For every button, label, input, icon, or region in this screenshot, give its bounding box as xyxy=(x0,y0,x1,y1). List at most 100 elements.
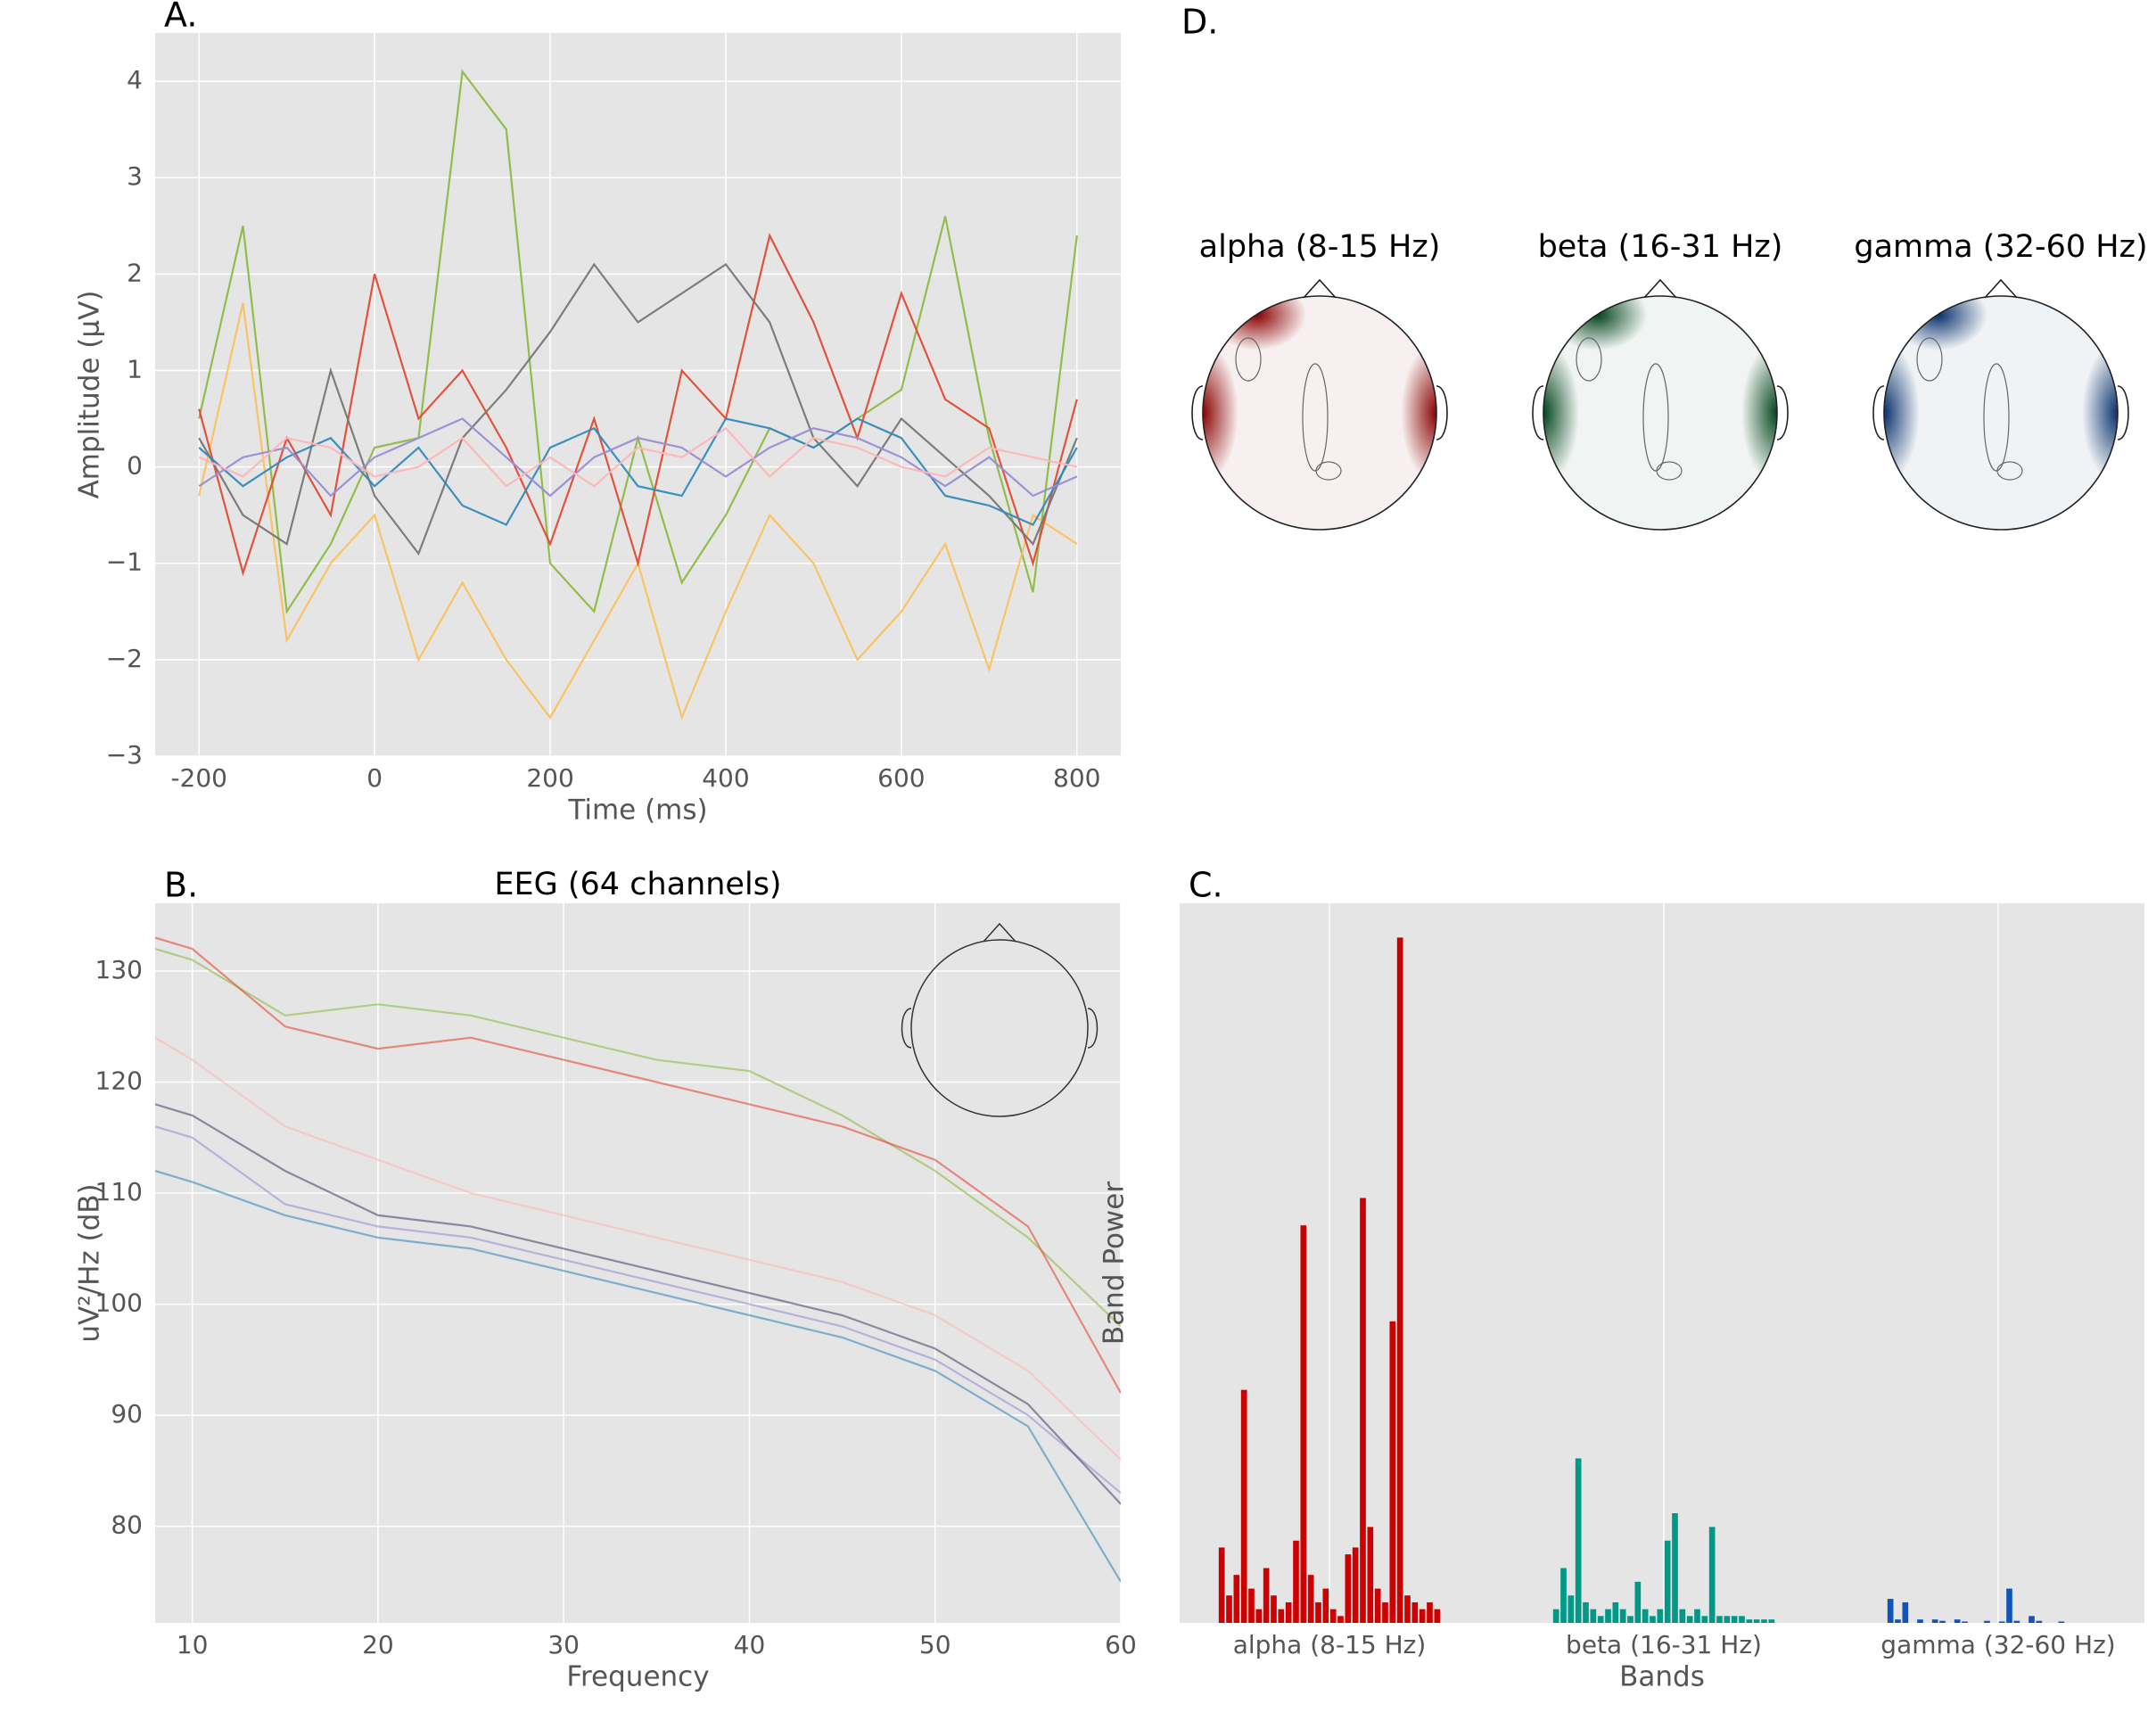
series-line xyxy=(155,948,1121,1328)
hot-spot xyxy=(1543,342,1579,484)
panel-label: A. xyxy=(164,0,197,35)
y-axis-label: Band Power xyxy=(1099,1181,1131,1345)
y-axis-label: Amplitude (μV) xyxy=(74,291,106,499)
bar xyxy=(1285,1601,1292,1623)
x-tick-label: beta (16-31 Hz) xyxy=(1566,1630,1762,1659)
bar xyxy=(1917,1619,1923,1623)
contour xyxy=(1642,363,1669,472)
hot-spot xyxy=(1203,342,1238,484)
y-tick-label: 4 xyxy=(127,65,143,95)
bar xyxy=(1708,1527,1716,1623)
bar xyxy=(1248,1588,1255,1623)
x-tick-label: 60 xyxy=(1105,1630,1137,1659)
hot-spot xyxy=(1741,342,1777,484)
y-tick-label: −1 xyxy=(106,548,143,577)
bar xyxy=(1233,1575,1240,1623)
x-axis-label: Time (ms) xyxy=(567,795,707,827)
bar xyxy=(1895,1619,1901,1623)
panel-label: B. xyxy=(164,866,198,905)
bar xyxy=(1954,1619,1961,1623)
bar xyxy=(1746,1619,1753,1623)
bar xyxy=(2013,1620,2020,1623)
bar xyxy=(1263,1568,1270,1623)
bar xyxy=(1329,1609,1337,1623)
contour xyxy=(1656,461,1683,481)
ear xyxy=(1532,385,1544,440)
bar xyxy=(1271,1595,1277,1623)
bar xyxy=(1575,1458,1582,1623)
contour xyxy=(1916,337,1943,382)
series-line xyxy=(155,1103,1121,1505)
head xyxy=(1202,295,1437,531)
bar xyxy=(1389,1321,1396,1623)
bar xyxy=(1887,1599,1894,1623)
topomap-bg xyxy=(1203,296,1436,530)
bar xyxy=(2036,1620,2043,1623)
bar xyxy=(1278,1609,1285,1623)
contour xyxy=(1235,337,1262,382)
x-tick-label: 200 xyxy=(526,763,573,793)
topomap xyxy=(1203,296,1436,530)
hot-spot xyxy=(1401,342,1436,484)
bar xyxy=(1902,1601,1909,1623)
bar xyxy=(1226,1595,1232,1623)
bar xyxy=(1560,1568,1567,1623)
series-line xyxy=(155,1125,1121,1494)
panel-label: D. xyxy=(1181,3,1218,42)
bar xyxy=(1984,1620,1990,1623)
bar xyxy=(1998,1621,2005,1623)
bar xyxy=(1218,1547,1225,1623)
contour xyxy=(1302,363,1329,472)
plot-area xyxy=(155,903,1121,1623)
bar xyxy=(1701,1616,1708,1623)
bar xyxy=(1583,1601,1589,1623)
bar xyxy=(1337,1616,1344,1623)
bar xyxy=(1427,1601,1433,1623)
bar xyxy=(1619,1609,1626,1623)
bar xyxy=(1322,1588,1329,1623)
bar xyxy=(1672,1513,1678,1623)
bar xyxy=(1307,1575,1314,1623)
bar xyxy=(1962,1621,1968,1623)
head xyxy=(1543,295,1778,531)
topomap-bg xyxy=(1543,296,1777,530)
inset-ear xyxy=(1087,1008,1099,1049)
ear xyxy=(1872,385,1885,440)
bar xyxy=(1352,1547,1359,1623)
contour xyxy=(1996,461,2023,481)
head xyxy=(1883,295,2119,531)
x-tick-label: 800 xyxy=(1053,763,1100,793)
y-tick-label: 2 xyxy=(127,258,143,287)
bar xyxy=(1664,1540,1671,1623)
y-tick-label: 110 xyxy=(95,1177,143,1206)
contour xyxy=(1315,461,1342,481)
x-tick-label: 30 xyxy=(547,1630,580,1659)
bar xyxy=(1657,1609,1664,1623)
y-tick-label: 130 xyxy=(95,955,143,984)
bar xyxy=(1590,1609,1597,1623)
bar xyxy=(1679,1609,1686,1623)
ear xyxy=(1436,385,1448,440)
bar xyxy=(1419,1609,1426,1623)
bar xyxy=(1404,1595,1411,1623)
x-tick-label: 50 xyxy=(919,1630,951,1659)
y-tick-label: 3 xyxy=(127,161,143,191)
bar xyxy=(1768,1619,1775,1623)
chart-title: EEG (64 channels) xyxy=(494,867,781,902)
ear xyxy=(1776,385,1789,440)
panel-label: C. xyxy=(1189,866,1223,905)
bar xyxy=(1931,1619,1938,1623)
bar xyxy=(1597,1616,1604,1623)
bar xyxy=(1293,1540,1299,1623)
inset-ear xyxy=(901,1008,912,1049)
bar xyxy=(1642,1609,1649,1623)
plot-area xyxy=(155,33,1121,756)
contour xyxy=(1983,363,2010,472)
topomap-title: alpha (8-15 Hz) xyxy=(1199,229,1441,265)
x-axis-label: Frequency xyxy=(566,1661,709,1693)
x-tick-label: 10 xyxy=(177,1630,209,1659)
series-line xyxy=(198,232,1078,577)
x-axis-label: Bands xyxy=(1619,1661,1705,1693)
bar xyxy=(1374,1588,1381,1623)
bar xyxy=(1345,1554,1352,1623)
